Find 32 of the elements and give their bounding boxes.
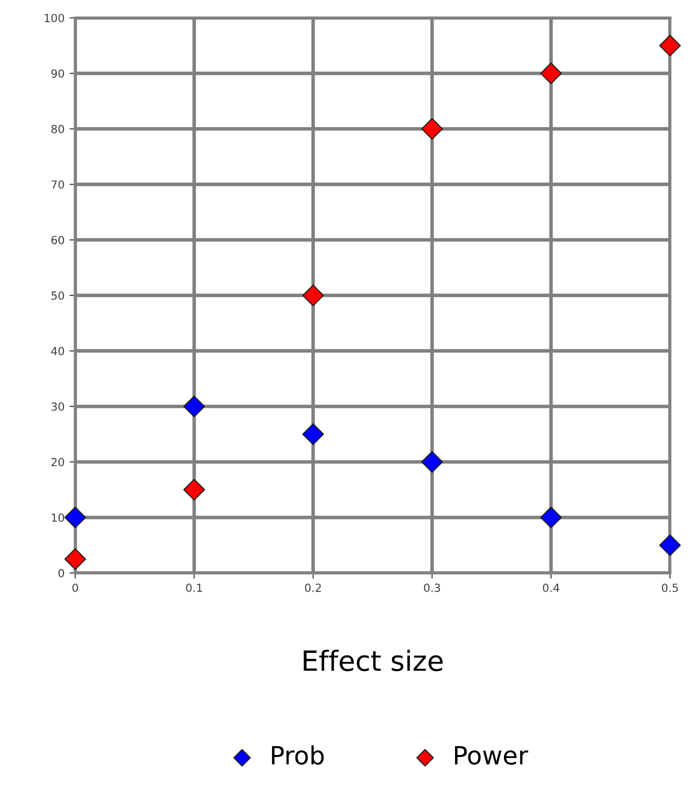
- x-tick-label: 0.5: [662, 584, 678, 592]
- y-tick-label: 80: [51, 124, 64, 134]
- point: [421, 451, 443, 473]
- point: [183, 396, 206, 418]
- point: [540, 62, 562, 84]
- y-tick-label: 40: [51, 346, 64, 356]
- y-tick-label: 70: [52, 180, 64, 189]
- x-tick-label: 0.2: [305, 584, 321, 592]
- y-tick-label: 30: [52, 402, 64, 411]
- y-tick-label: 90: [51, 69, 64, 78]
- y-tick-label: 50: [52, 291, 64, 300]
- point: [64, 548, 86, 570]
- x-tick-label: 0.4: [542, 584, 560, 592]
- point: [302, 284, 324, 306]
- y-tick-label: 20: [51, 458, 64, 466]
- point: [540, 506, 562, 528]
- y-tick-label: 0: [58, 568, 64, 578]
- x-tick-label: 0.1: [186, 584, 202, 592]
- x-axis-title: Effect size: [304, 650, 443, 672]
- x-tick-label: 0.3: [424, 584, 440, 592]
- y-tick-label: 100: [44, 14, 64, 22]
- point: [183, 478, 206, 501]
- legend-label: Power: [455, 746, 528, 765]
- point: [659, 34, 681, 56]
- point: [421, 118, 443, 140]
- y-tick-label: 60: [51, 236, 64, 244]
- y-tick-label: 10: [52, 513, 64, 522]
- legend-label: Prob: [272, 745, 324, 765]
- x-tick-label: 0: [72, 584, 78, 592]
- point: [659, 534, 681, 556]
- point: [64, 506, 86, 528]
- point: [302, 423, 324, 446]
